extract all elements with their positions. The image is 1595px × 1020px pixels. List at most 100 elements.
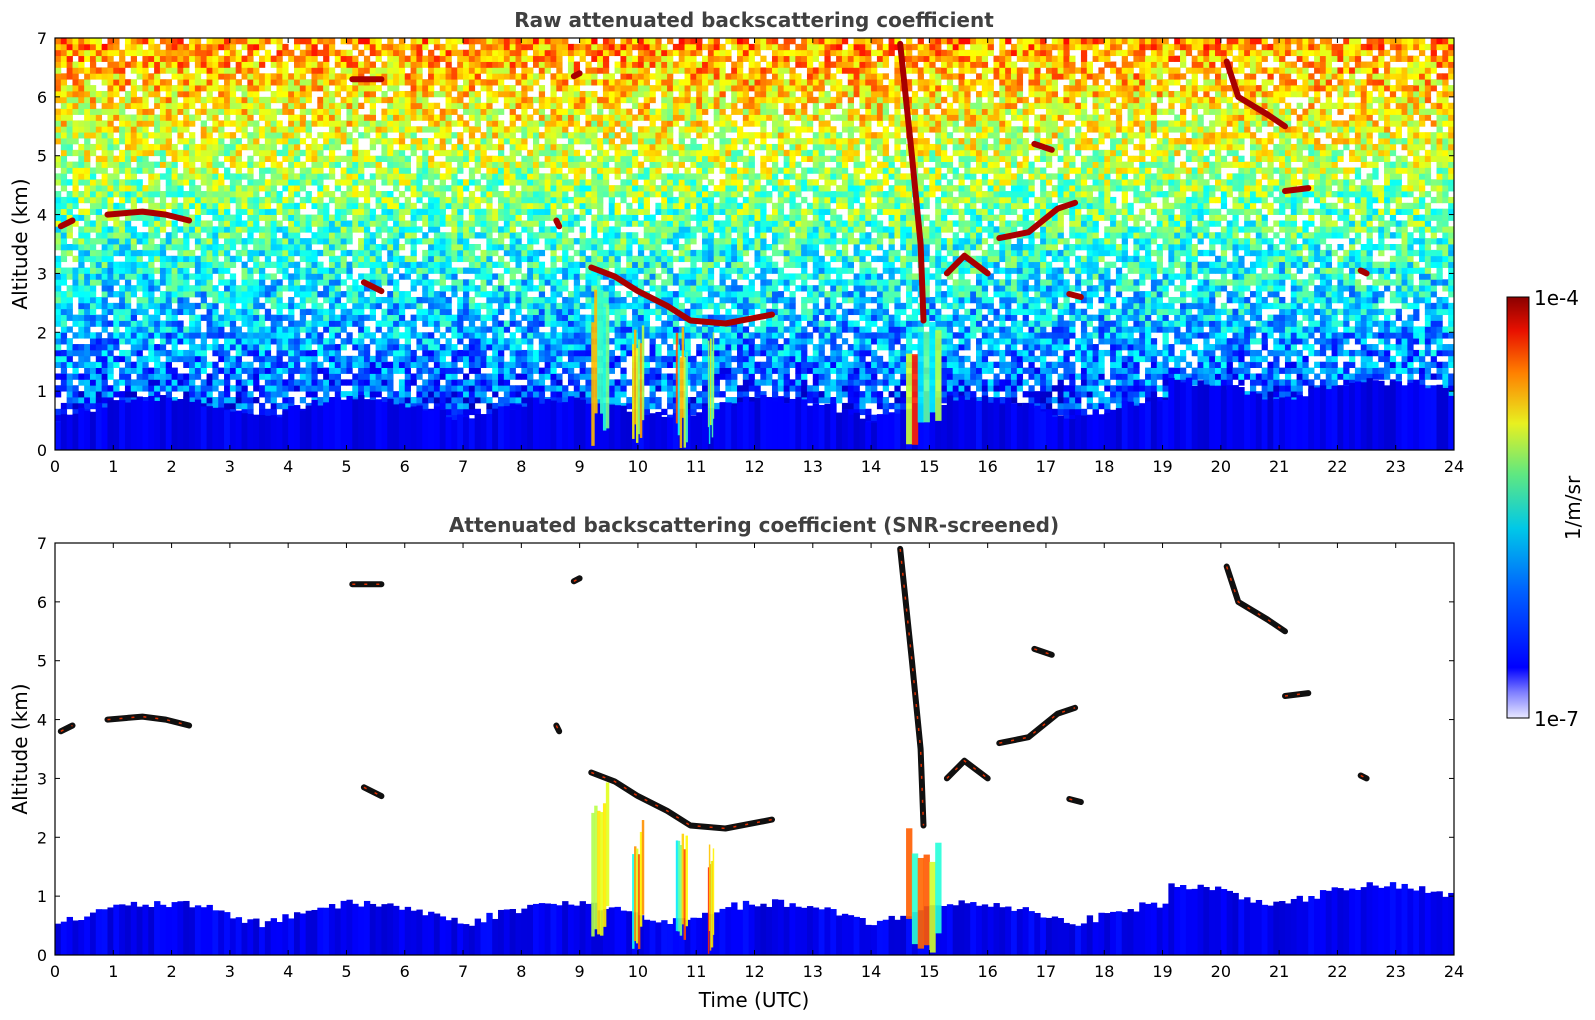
- noise-cell: [119, 338, 126, 345]
- noise-cell: [148, 344, 155, 351]
- noise-cell: [1302, 361, 1309, 368]
- noise-cell: [876, 314, 884, 321]
- noise-cell: [1319, 367, 1327, 374]
- noise-cell: [1139, 349, 1146, 357]
- noise-cell: [276, 320, 283, 327]
- noise-cell: [1349, 355, 1356, 363]
- noise-cell: [777, 332, 785, 339]
- noise-cell: [1261, 367, 1268, 374]
- noise-cell: [1238, 314, 1245, 321]
- noise-cell: [1069, 349, 1076, 357]
- noise-cell: [1325, 320, 1332, 327]
- noise-cell: [194, 344, 202, 351]
- noise-cell: [748, 373, 755, 380]
- noise-cell: [859, 344, 866, 351]
- noise-cell: [527, 367, 534, 374]
- noise-cell: [771, 320, 779, 327]
- noise-cell: [1267, 367, 1274, 374]
- noise-cell: [130, 320, 138, 327]
- noise-cell: [1337, 320, 1344, 327]
- noise-cell: [544, 296, 551, 304]
- noise-cell: [882, 302, 889, 310]
- noise-cell: [515, 397, 522, 404]
- noise-cell: [1232, 314, 1239, 321]
- noise-cell: [235, 332, 242, 339]
- noise-cell: [235, 355, 242, 363]
- noise-cell: [1156, 302, 1163, 310]
- noise-cell: [299, 296, 307, 304]
- noise-cell: [871, 397, 878, 404]
- noise-cell: [696, 379, 703, 386]
- noise-cell: [148, 302, 155, 310]
- noise-cell: [1430, 302, 1437, 310]
- noise-cell: [1261, 391, 1268, 398]
- noise-cell: [1302, 332, 1309, 339]
- noise-cell: [620, 320, 627, 327]
- noise-cell: [1127, 338, 1134, 345]
- noise-cell: [777, 379, 785, 386]
- noise-cell: [404, 361, 411, 368]
- noise-cell: [1203, 349, 1210, 357]
- noise-cell: [527, 379, 534, 386]
- noise-cell: [124, 302, 132, 310]
- noise-cell: [987, 397, 994, 404]
- noise-cell: [1045, 344, 1053, 351]
- noise-cell: [55, 338, 62, 345]
- noise-cell: [871, 414, 878, 421]
- noise-cell: [107, 332, 114, 339]
- noise-cell: [492, 361, 499, 368]
- noise-cell: [159, 302, 167, 310]
- noise-cell: [567, 373, 575, 380]
- noise-cell: [200, 338, 207, 345]
- noise-cell: [66, 361, 73, 368]
- noise-cell: [847, 408, 854, 416]
- noise-cell: [189, 367, 196, 374]
- noise-cell: [293, 367, 301, 374]
- noise-cell: [1267, 361, 1274, 368]
- noise-cell: [1284, 344, 1292, 351]
- noise-cell: [789, 361, 796, 368]
- noise-cell: [78, 379, 85, 386]
- noise-cell: [1284, 361, 1292, 368]
- noise-cell: [579, 326, 586, 333]
- noise-cell: [1191, 373, 1198, 380]
- noise-cell: [1209, 355, 1216, 363]
- noise-cell: [1063, 391, 1070, 398]
- noise-cell: [299, 344, 307, 351]
- noise-cell: [206, 332, 213, 339]
- noise-cell: [550, 326, 557, 333]
- noise-cell: [1384, 344, 1391, 351]
- noise-cell: [795, 355, 802, 363]
- noise-cell: [521, 367, 528, 374]
- noise-cell: [841, 367, 849, 374]
- noise-cell: [241, 344, 248, 351]
- noise-cell: [1069, 361, 1076, 368]
- noise-cell: [509, 332, 516, 339]
- noise-cell: [165, 367, 172, 374]
- noise-cell: [626, 326, 633, 333]
- noise-cell: [369, 355, 377, 363]
- noise-cell: [538, 355, 546, 363]
- noise-cell: [1384, 355, 1391, 363]
- noise-cell: [480, 326, 487, 333]
- noise-cell: [206, 385, 213, 392]
- noise-cell: [1238, 361, 1245, 368]
- noise-cell: [439, 320, 446, 327]
- noise-cell: [841, 338, 849, 345]
- noise-cell: [964, 326, 971, 333]
- noise-cell: [1145, 302, 1152, 310]
- noise-cell: [235, 361, 242, 368]
- noise-cell: [573, 296, 581, 304]
- noise-cell: [742, 308, 750, 316]
- noise-cell: [567, 332, 575, 339]
- noise-cell: [1098, 379, 1105, 386]
- noise-cell: [154, 314, 161, 321]
- noise-cell: [404, 355, 411, 363]
- noise-cell: [1086, 338, 1093, 345]
- noise-cell: [247, 361, 254, 368]
- noise-cell: [311, 338, 318, 345]
- noise-cell: [468, 349, 476, 357]
- noise-cell: [748, 361, 755, 368]
- noise-cell: [328, 326, 336, 333]
- noise-cell: [527, 308, 534, 316]
